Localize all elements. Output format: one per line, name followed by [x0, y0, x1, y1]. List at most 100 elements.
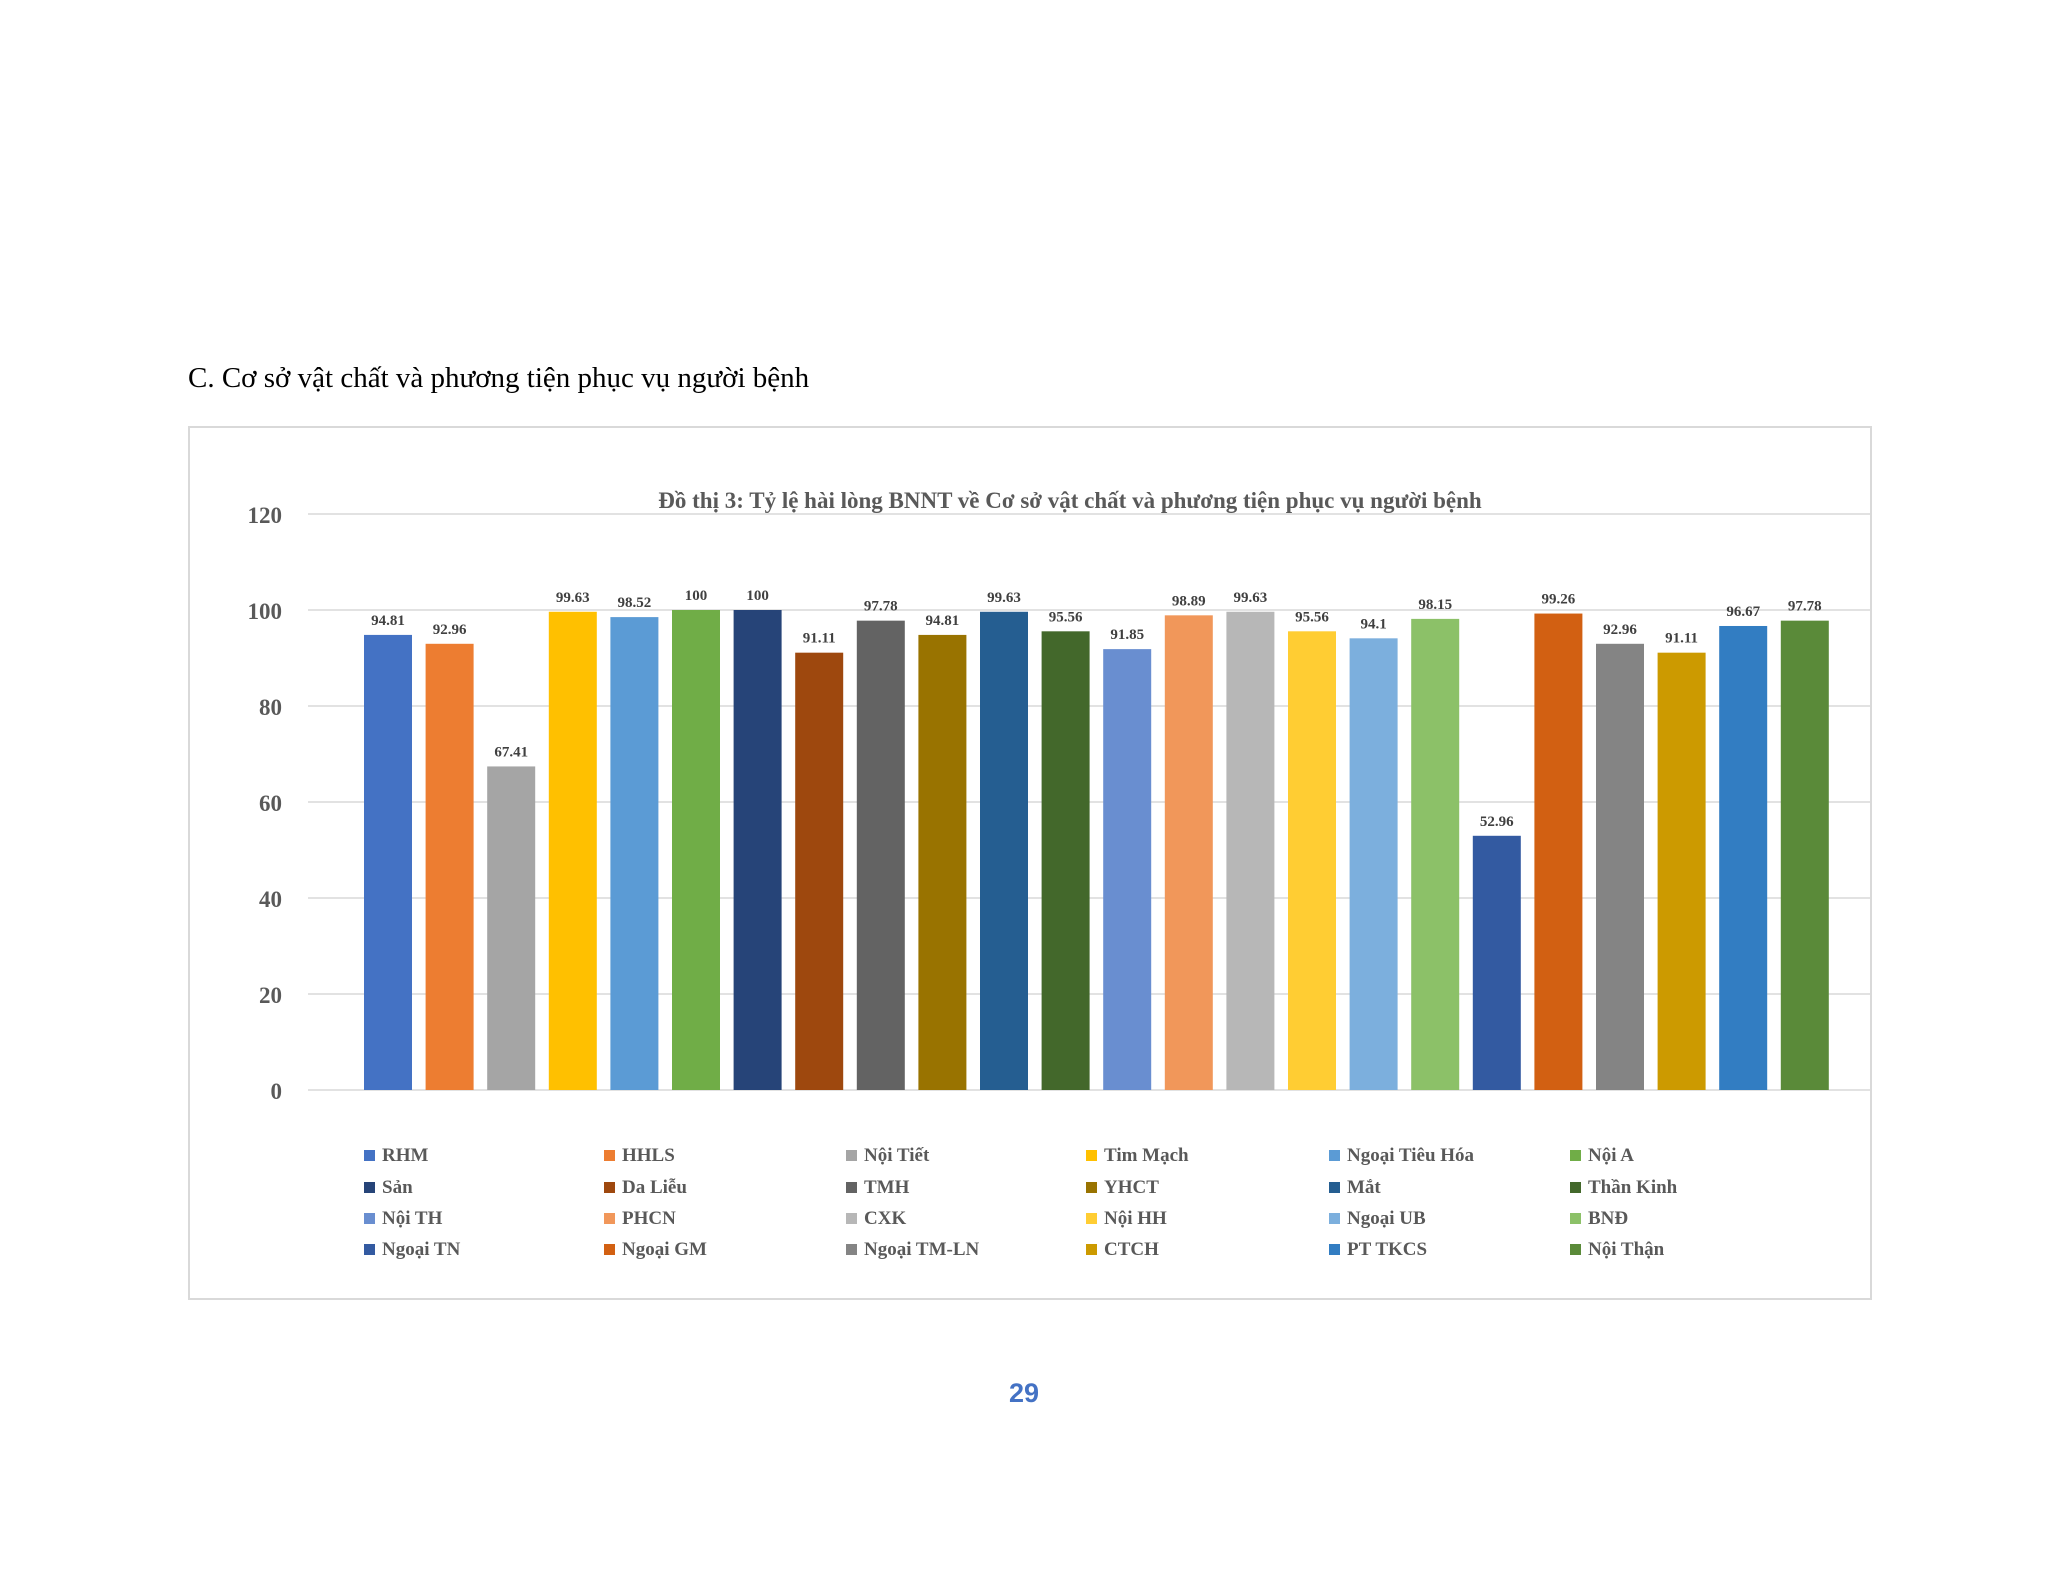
- legend-swatch: [1329, 1150, 1340, 1161]
- legend-swatch: [846, 1244, 857, 1255]
- chart-title: Đồ thị 3: Tỷ lệ hài lòng BNNT về Cơ sở v…: [658, 488, 1482, 513]
- legend-swatch: [1086, 1244, 1097, 1255]
- legend-item: Tim Mạch: [1086, 1145, 1189, 1166]
- legend-swatch: [846, 1182, 857, 1193]
- legend-item: CXK: [846, 1208, 906, 1229]
- legend-swatch: [364, 1150, 375, 1161]
- legend-label: PHCN: [622, 1208, 676, 1229]
- legend-item: PT TKCS: [1329, 1239, 1427, 1260]
- legend-label: Ngoại Tiêu Hóa: [1347, 1145, 1475, 1166]
- legend-swatch: [604, 1182, 615, 1193]
- data-label: 52.96: [1480, 814, 1514, 830]
- legend-swatch: [846, 1150, 857, 1161]
- data-label: 98.89: [1172, 593, 1206, 609]
- bar: [1349, 638, 1398, 1090]
- bar: [1164, 615, 1213, 1090]
- legend-label: BNĐ: [1588, 1208, 1628, 1229]
- legend-label: PT TKCS: [1347, 1239, 1427, 1260]
- legend-item: HHLS: [604, 1145, 675, 1166]
- data-label: 91.11: [1665, 631, 1698, 647]
- y-tick-label: 80: [259, 695, 282, 720]
- legend-swatch: [604, 1244, 615, 1255]
- bar: [1657, 652, 1706, 1090]
- data-label: 99.63: [1234, 590, 1268, 606]
- legend-label: Mắt: [1347, 1177, 1381, 1198]
- data-label: 91.85: [1110, 627, 1144, 643]
- data-label: 100: [746, 588, 769, 604]
- bar: [1719, 625, 1768, 1090]
- data-label: 94.1: [1360, 616, 1386, 632]
- legend-swatch: [1329, 1213, 1340, 1224]
- legend-label: Ngoại TM-LN: [864, 1239, 980, 1260]
- data-label: 100: [685, 588, 708, 604]
- legend-label: Da Liễu: [622, 1177, 687, 1198]
- legend-item: Nội HH: [1086, 1208, 1167, 1229]
- section-heading: C. Cơ sở vật chất và phương tiện phục vụ…: [188, 362, 810, 394]
- legend-label: Nội HH: [1104, 1208, 1167, 1229]
- bar-chart: Đồ thị 3: Tỷ lệ hài lòng BNNT về Cơ sở v…: [248, 488, 1870, 1260]
- legend-label: CXK: [864, 1208, 906, 1229]
- legend-swatch: [1570, 1182, 1581, 1193]
- bar: [1288, 631, 1336, 1090]
- data-label: 94.81: [926, 613, 960, 629]
- legend-item: PHCN: [604, 1208, 676, 1229]
- chart-container: Đồ thị 3: Tỷ lệ hài lòng BNNT về Cơ sở v…: [188, 426, 1872, 1300]
- legend-item: Ngoại TM-LN: [846, 1239, 980, 1260]
- legend-swatch: [1329, 1244, 1340, 1255]
- legend-item: YHCT: [1086, 1177, 1159, 1198]
- bar: [795, 652, 844, 1090]
- legend-item: Ngoại TN: [364, 1239, 461, 1260]
- legend-swatch: [604, 1213, 615, 1224]
- bar: [364, 634, 412, 1090]
- legend-label: Sản: [382, 1177, 413, 1198]
- bar: [548, 611, 597, 1090]
- y-tick-label: 40: [259, 887, 282, 912]
- legend-label: Nội Tiết: [864, 1145, 930, 1166]
- y-tick-label: 60: [259, 791, 282, 816]
- data-label: 96.67: [1726, 604, 1760, 620]
- data-label: 97.78: [1788, 599, 1822, 615]
- bar: [980, 611, 1028, 1090]
- data-label: 92.96: [433, 622, 467, 638]
- legend-swatch: [1086, 1213, 1097, 1224]
- legend-item: Mắt: [1329, 1177, 1381, 1198]
- data-labels: 94.81 92.96 67.41 99.63 98.52 100 100 91.11 97.7…: [371, 588, 1822, 830]
- y-tick-label: 20: [259, 983, 282, 1008]
- legend-item: Da Liễu: [604, 1177, 687, 1198]
- bars: [364, 610, 1829, 1090]
- legend-item: Nội Tiết: [846, 1145, 930, 1166]
- bar: [1472, 835, 1521, 1090]
- bar: [918, 634, 967, 1090]
- data-label: 91.11: [803, 631, 836, 647]
- legend-item: Ngoại UB: [1329, 1208, 1426, 1229]
- legend-item: Nội TH: [364, 1208, 443, 1229]
- legend-swatch: [846, 1213, 857, 1224]
- data-label: 94.81: [371, 613, 405, 629]
- bar: [610, 617, 659, 1090]
- bar: [733, 610, 782, 1090]
- legend-item: RHM: [364, 1145, 429, 1166]
- legend-item: BNĐ: [1570, 1208, 1628, 1229]
- legend-item: Nội Thận: [1570, 1239, 1665, 1260]
- bar: [856, 620, 905, 1090]
- bar: [672, 610, 720, 1090]
- legend-swatch: [1570, 1150, 1581, 1161]
- data-label: 67.41: [494, 744, 528, 760]
- legend-item: Sản: [364, 1177, 413, 1198]
- y-tick-label: 0: [271, 1079, 283, 1104]
- legend-label: Nội Thận: [1588, 1239, 1665, 1260]
- legend-swatch: [1086, 1150, 1097, 1161]
- data-label: 97.78: [864, 599, 898, 615]
- bar: [1041, 631, 1090, 1090]
- data-label: 92.96: [1603, 622, 1637, 638]
- legend-swatch: [604, 1150, 615, 1161]
- legend-swatch: [364, 1182, 375, 1193]
- bar: [1780, 620, 1829, 1090]
- y-tick-label: 100: [248, 599, 283, 624]
- legend-item: Ngoại GM: [604, 1239, 707, 1260]
- legend-label: Thần Kinh: [1588, 1177, 1678, 1198]
- legend-label: YHCT: [1104, 1177, 1159, 1198]
- legend-label: TMH: [864, 1177, 910, 1198]
- legend-item: CTCH: [1086, 1239, 1159, 1260]
- bar: [1534, 613, 1583, 1090]
